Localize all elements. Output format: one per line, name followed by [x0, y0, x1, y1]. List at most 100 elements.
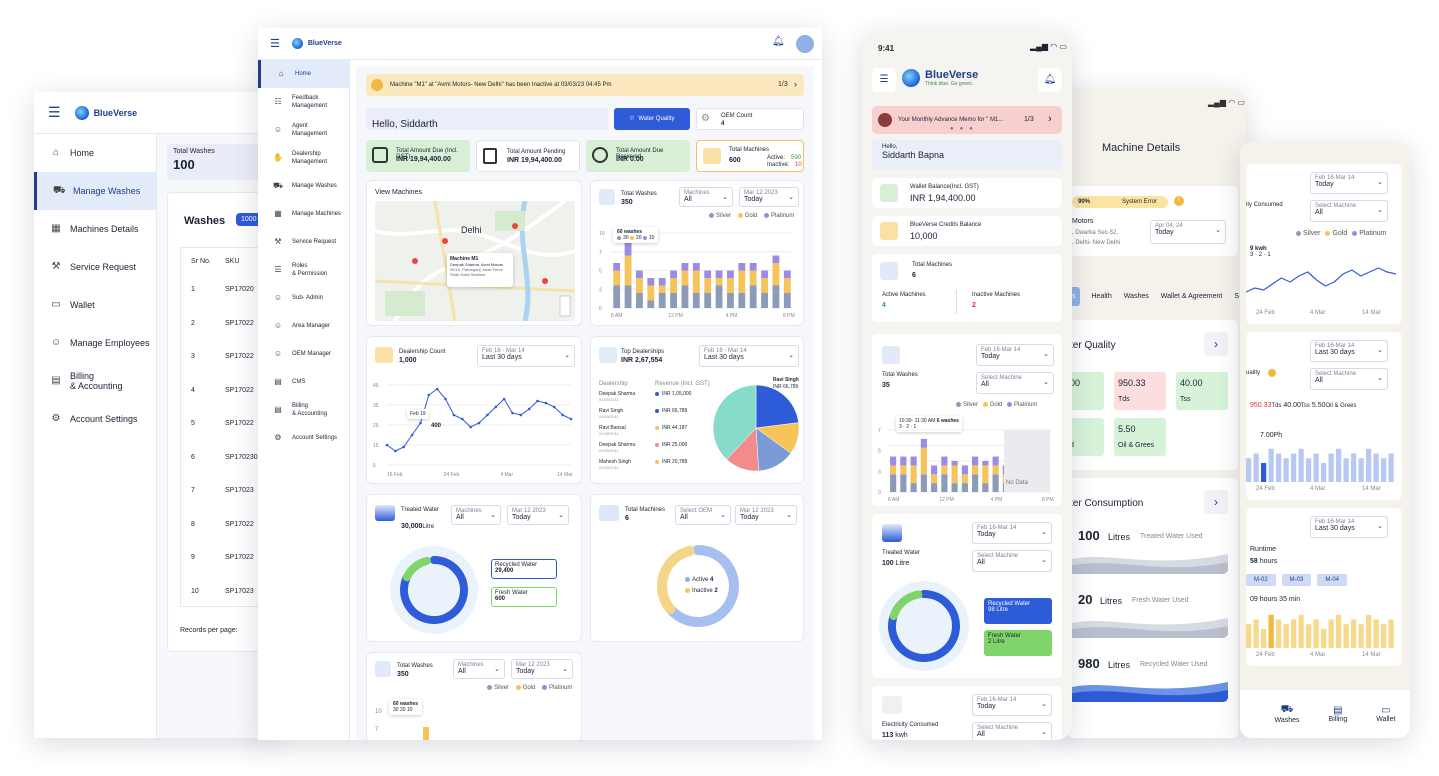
- bell-button[interactable]: 🔔︎: [1038, 68, 1062, 92]
- tab[interactable]: Wallet & Agreement: [1160, 292, 1223, 300]
- machine-select[interactable]: Select Machine All ⌄: [1310, 368, 1388, 390]
- machine-chip[interactable]: M-02: [1246, 574, 1276, 586]
- alert-banner[interactable]: Machine "M1" at "Avmi Motors- New Delhi"…: [366, 74, 804, 96]
- map[interactable]: Delhi Machine M1 Deepak Sharma, Avmi Mot…: [375, 201, 575, 321]
- tab[interactable]: Washes: [1123, 292, 1149, 300]
- tab[interactable]: S: [1234, 292, 1240, 300]
- cell-sku[interactable]: SP17022: [225, 353, 254, 360]
- sidebar-item[interactable]: ⌂ Home: [34, 134, 156, 172]
- machine-select[interactable]: Select Machine All ⌄: [972, 550, 1052, 572]
- date-select[interactable]: Feb 16-Mar 14 Last 30 days ⌄: [1310, 340, 1388, 362]
- wq-tile: 00: [1068, 372, 1104, 410]
- cell-sku[interactable]: SP17023: [225, 487, 254, 494]
- date-select[interactable]: Mar 12 2023 Today ⌄: [507, 505, 569, 525]
- sidebar-item[interactable]: ▦ Manage Machines: [258, 200, 349, 228]
- machine-select[interactable]: Select Machine All ⌄: [972, 722, 1052, 740]
- machine-chip[interactable]: M-04: [1317, 574, 1348, 586]
- sidebar-item[interactable]: ⚒ Service Request: [34, 248, 156, 286]
- runtime-bar-chart: [1246, 614, 1394, 648]
- sidebar-item[interactable]: ▤ CMS: [258, 368, 349, 396]
- card-label: Electricity Consumed: [882, 722, 939, 728]
- sidebar-item[interactable]: ☺ Area Manager: [258, 312, 349, 340]
- cell-sku[interactable]: SP17022: [225, 319, 254, 327]
- bell-icon[interactable]: 🔔︎: [772, 36, 785, 47]
- menu-icon[interactable]: ☰: [270, 38, 280, 50]
- machines-select[interactable]: Machines All ⌄: [679, 187, 733, 207]
- date-select[interactable]: Mar 12 2023 Today ⌄: [735, 505, 797, 525]
- date-select[interactable]: Feb 16-Mar 14 Today ⌄: [972, 522, 1052, 544]
- alert-banner[interactable]: Your Monthly Advance Memo for " M1... 1/…: [872, 106, 1062, 134]
- y-tick: 3: [599, 287, 602, 293]
- legend-dot: [1325, 230, 1331, 236]
- bar-segment: [624, 240, 632, 256]
- sidebar-item[interactable]: ☺ OEM Manager: [258, 340, 349, 368]
- sidebar-item[interactable]: ▤ Billing & Accounting: [258, 396, 349, 424]
- machine-select[interactable]: Select Machine All ⌄: [976, 372, 1054, 394]
- top-dealerships-card: Top Dealerships INR 2,67,554 Feb 16 - Ma…: [590, 336, 804, 484]
- sidebar-item[interactable]: ⌂ Home: [258, 60, 349, 88]
- date-select[interactable]: Feb 16-Mar 14 Today ⌄: [972, 694, 1052, 716]
- date-select[interactable]: Feb 16 - Mar 14 Last 30 days ⌄: [699, 345, 799, 367]
- oem-select[interactable]: Select OEM All ⌄: [675, 505, 731, 525]
- sidebar-item[interactable]: ☷ Feedback Management: [258, 88, 349, 116]
- cell-sku[interactable]: SP17022: [225, 554, 254, 561]
- date-select[interactable]: Feb 16-Mar 14 Today ⌄: [976, 344, 1054, 366]
- bar-segment: [738, 293, 746, 308]
- nav-billing[interactable]: ▤ Billing: [1328, 705, 1348, 723]
- cell-sku[interactable]: SP1702307: [225, 453, 262, 461]
- date-select[interactable]: Feb 16-Mar 14 Last 30 days ⌄: [1310, 516, 1388, 538]
- sidebar-item[interactable]: ☰ Roles & Permission: [258, 256, 349, 284]
- bar-segment: [982, 483, 989, 492]
- bar: [1276, 619, 1282, 648]
- machines-select[interactable]: Machines All ⌄: [453, 659, 505, 679]
- dealer-date: 01/05/2011: [599, 397, 619, 402]
- logo-mark-icon: [902, 69, 920, 87]
- cell-sku[interactable]: SP17020: [225, 286, 254, 293]
- sidebar-item[interactable]: ⛟ Manage Washes: [34, 172, 156, 210]
- table: Sr No. SKU 1 SP17020 2 SP17022 3 SP17022 4 SP17…: [180, 247, 274, 607]
- sidebar-item[interactable]: ✋ Dealership Management: [258, 144, 349, 172]
- sidebar-item[interactable]: ☺ Sub- Admin: [258, 284, 349, 312]
- machine-chip[interactable]: M-03: [1281, 574, 1312, 586]
- sidebar-item[interactable]: ☺ Agent Management: [258, 116, 349, 144]
- cell-sku[interactable]: SP17022: [225, 420, 254, 427]
- water-quality-button[interactable]: ⛆ Water Quality: [614, 108, 690, 130]
- chevron-right-icon[interactable]: ›: [794, 79, 797, 89]
- bar: [1358, 624, 1364, 648]
- chevron-right-icon[interactable]: ›: [1048, 113, 1052, 125]
- cell-sku[interactable]: SP17022: [225, 386, 254, 394]
- sidebar-item[interactable]: ⛟ Manage Washes: [258, 172, 349, 200]
- dealer-date: 01/05/2011: [599, 465, 619, 470]
- tab[interactable]: s: [1068, 286, 1080, 306]
- sidebar-item[interactable]: ⚙ Account Settings: [258, 424, 349, 452]
- date-select[interactable]: Feb 16 - Mar 14 Last 30 days ⌄: [477, 345, 575, 367]
- machines-select[interactable]: Machines All ⌄: [451, 505, 501, 525]
- cell-sku[interactable]: SP17022: [225, 520, 254, 528]
- bar-segment: [910, 456, 917, 466]
- date-select[interactable]: Apr 04, 24 Today ⌄: [1150, 220, 1226, 244]
- menu-button[interactable]: ☰: [872, 68, 896, 92]
- tab[interactable]: Health: [1091, 292, 1112, 300]
- consumption-label: Treated Water Used: [1140, 533, 1203, 540]
- date-select[interactable]: Mar 12 2023 Today ⌄: [739, 187, 799, 207]
- chevron-right-icon[interactable]: ›: [1204, 332, 1228, 356]
- date-select[interactable]: Mar 12 2023 Today ⌄: [511, 659, 573, 679]
- card-label: Total Washes: [882, 372, 918, 378]
- sidebar-item[interactable]: ▦ Machines Details: [34, 210, 156, 248]
- chevron-right-icon[interactable]: ›: [1204, 490, 1228, 514]
- avatar[interactable]: [796, 35, 814, 53]
- sidebar-item[interactable]: ▤ Billing & Accounting: [34, 362, 156, 400]
- hello-label: Hello,: [882, 144, 898, 150]
- menu-icon[interactable]: ☰: [48, 104, 61, 120]
- nav-wallet[interactable]: ▭ Wallet: [1376, 705, 1396, 723]
- sidebar-item[interactable]: ⚙ Account Settings: [34, 400, 156, 438]
- bar-segment: [613, 270, 621, 286]
- sidebar-item[interactable]: ⚒ Service Request: [258, 228, 349, 256]
- sidebar-item[interactable]: ☺ Manage Employees: [34, 324, 156, 362]
- date-select[interactable]: Feb 16-Mar 14 Today ⌄: [1310, 172, 1388, 194]
- sidebar-item[interactable]: ▭ Wallet: [34, 286, 156, 324]
- nav-washes[interactable]: ⛟ Washes: [1274, 704, 1300, 724]
- bar-segment: [749, 285, 757, 308]
- machine-select[interactable]: Select Machine All ⌄: [1310, 200, 1388, 222]
- cell-sku[interactable]: SP17023: [225, 587, 254, 595]
